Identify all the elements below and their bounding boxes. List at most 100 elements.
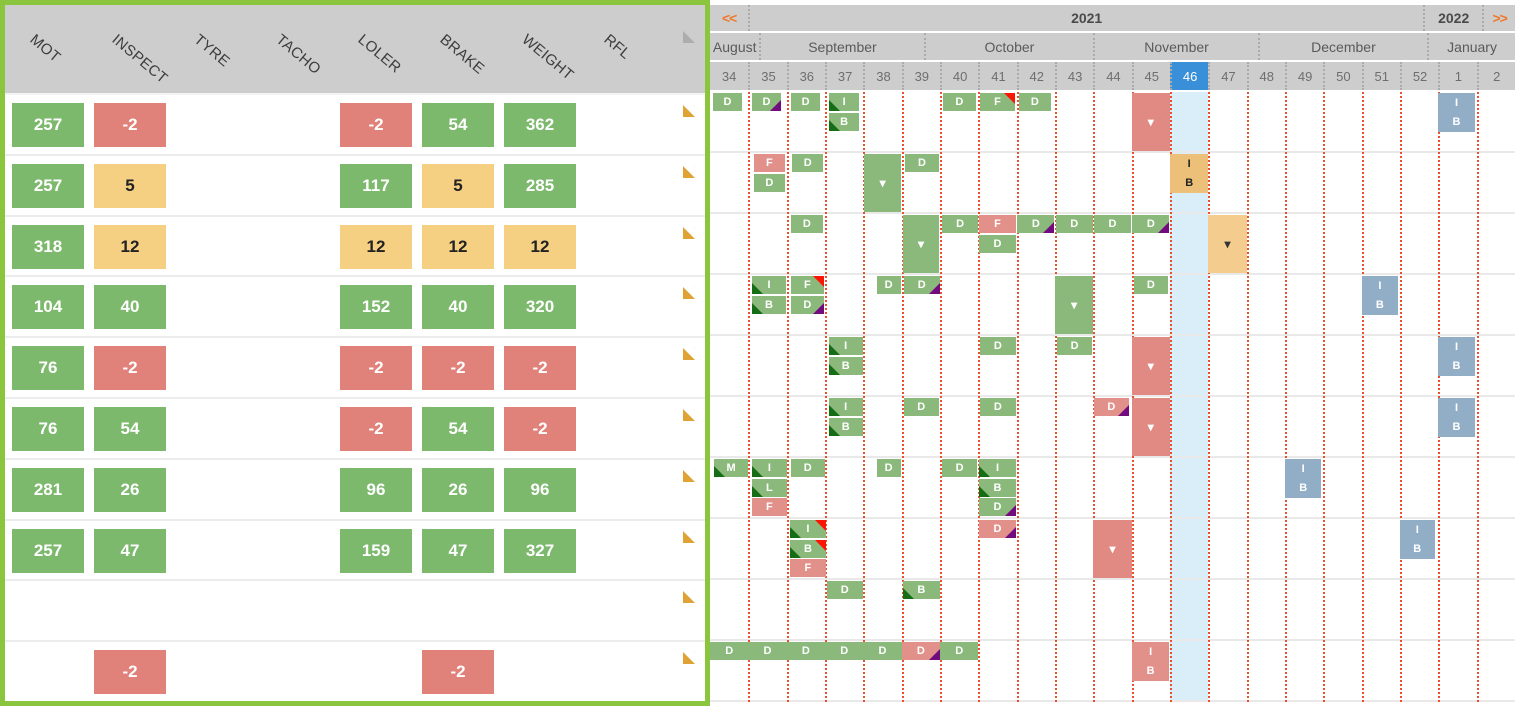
event-marker-d[interactable]: D [754, 173, 785, 192]
status-cell-inspect[interactable]: 26 [94, 467, 166, 512]
event-marker-i[interactable]: I [828, 93, 860, 111]
status-cell-loler[interactable]: -2 [340, 103, 412, 147]
event-marker-b[interactable]: B [903, 581, 940, 599]
week-header-40[interactable]: 40 [939, 62, 978, 90]
event-marker-i[interactable]: I [752, 459, 787, 477]
status-cell-weight[interactable]: -2 [504, 406, 576, 451]
week-header-38[interactable]: 38 [863, 62, 901, 90]
week-header-51[interactable]: 51 [1361, 62, 1400, 90]
nav-next-button[interactable]: >> [1482, 5, 1515, 31]
week-header-45[interactable]: 45 [1131, 62, 1170, 90]
status-cell-mot[interactable]: 318 [12, 224, 84, 269]
event-marker-f[interactable]: F [790, 276, 825, 294]
week-header-48[interactable]: 48 [1246, 62, 1285, 90]
schedule-dropdown-marker[interactable]: ▾ [1131, 93, 1170, 151]
event-marker-d[interactable]: D [980, 398, 1016, 416]
event-marker-f[interactable]: F [979, 215, 1016, 233]
event-marker-d[interactable]: D [863, 642, 902, 660]
status-cell-loler[interactable]: 96 [340, 467, 412, 512]
event-marker-d[interactable]: D [1056, 337, 1093, 355]
week-header-41[interactable]: 41 [978, 62, 1016, 90]
status-cell-brake[interactable]: 26 [422, 467, 494, 512]
week-header-1[interactable]: 1 [1438, 62, 1476, 90]
status-cell-inspect[interactable]: -2 [94, 346, 166, 391]
event-marker-d[interactable]: D [979, 234, 1016, 253]
status-cell-loler[interactable]: 159 [340, 528, 412, 573]
schedule-dropdown-marker[interactable]: ▾ [902, 215, 940, 273]
week-header-49[interactable]: 49 [1284, 62, 1323, 90]
event-marker-m[interactable]: M [713, 459, 749, 477]
event-marker-i[interactable]: I [828, 398, 863, 416]
event-marker-d[interactable]: D [876, 276, 901, 294]
week-header-35[interactable]: 35 [748, 62, 786, 90]
status-cell-weight[interactable]: 327 [504, 528, 576, 573]
event-marker-d[interactable]: D [979, 498, 1016, 516]
status-cell-loler[interactable]: 152 [340, 285, 412, 330]
status-cell-mot[interactable]: 76 [12, 406, 84, 451]
week-header-34[interactable]: 34 [721, 68, 737, 84]
event-marker-d[interactable]: D [904, 154, 940, 172]
status-cell-brake[interactable]: 40 [422, 285, 494, 330]
event-marker-d[interactable]: D [713, 93, 742, 111]
status-cell-inspect[interactable]: -2 [94, 650, 166, 695]
event-marker-d[interactable]: D [748, 642, 787, 660]
event-marker-d[interactable]: D [941, 459, 978, 477]
event-marker-d[interactable]: D [1094, 398, 1129, 416]
status-cell-loler[interactable]: -2 [340, 406, 412, 451]
event-marker-f[interactable]: F [980, 93, 1015, 111]
event-marker-d[interactable]: D [1017, 215, 1055, 233]
status-cell-brake[interactable]: 12 [422, 224, 494, 269]
status-cell-mot[interactable]: 257 [12, 528, 84, 573]
event-marker-b[interactable]: B [828, 417, 863, 436]
status-cell-brake[interactable]: 54 [422, 103, 494, 147]
event-marker-d[interactable]: D [1018, 93, 1052, 111]
status-cell-inspect[interactable]: 5 [94, 163, 166, 208]
week-header-44[interactable]: 44 [1093, 62, 1131, 90]
event-marker-b[interactable]: B [828, 112, 860, 131]
status-cell-weight[interactable]: 12 [504, 224, 576, 269]
status-cell-mot[interactable]: 104 [12, 285, 84, 330]
event-marker-d[interactable]: D [940, 642, 979, 660]
event-marker-d[interactable]: D [876, 459, 901, 477]
status-cell-inspect[interactable]: -2 [94, 103, 166, 147]
status-cell-inspect[interactable]: 40 [94, 285, 166, 330]
event-marker-d[interactable]: D [790, 295, 825, 314]
week-header-52[interactable]: 52 [1399, 62, 1438, 90]
status-cell-brake[interactable]: 47 [422, 528, 494, 573]
status-cell-loler[interactable]: -2 [340, 346, 412, 391]
event-marker-d[interactable]: D [710, 642, 749, 660]
schedule-dropdown-marker[interactable]: ▾ [1131, 398, 1170, 456]
week-header-43[interactable]: 43 [1054, 62, 1093, 90]
status-cell-inspect[interactable]: 12 [94, 224, 166, 269]
status-cell-weight[interactable]: 320 [504, 285, 576, 330]
schedule-dropdown-marker[interactable]: ▾ [1055, 276, 1094, 334]
schedule-dropdown-marker[interactable]: ▾ [1093, 520, 1132, 578]
event-marker-d[interactable]: D [790, 215, 824, 233]
status-cell-inspect[interactable]: 54 [94, 406, 166, 451]
event-marker-b[interactable]: B [828, 356, 863, 375]
week-header-39[interactable]: 39 [901, 62, 940, 90]
event-marker-d[interactable]: D [826, 581, 863, 599]
event-marker-d[interactable]: D [825, 642, 864, 660]
event-marker-d[interactable]: D [786, 642, 825, 660]
status-cell-inspect[interactable]: 47 [94, 528, 166, 573]
event-marker-l[interactable]: L [752, 478, 787, 497]
event-marker-f[interactable]: F [754, 154, 785, 172]
event-marker-d[interactable]: D [790, 459, 825, 477]
status-cell-brake[interactable]: -2 [422, 346, 494, 391]
status-cell-brake[interactable]: -2 [422, 650, 494, 695]
status-cell-brake[interactable]: 54 [422, 406, 494, 451]
event-marker-b[interactable]: B [979, 478, 1016, 497]
event-marker-d[interactable]: D [1132, 215, 1170, 233]
event-marker-d[interactable]: D [903, 398, 939, 416]
status-cell-weight[interactable]: 96 [504, 467, 576, 512]
nav-prev-button[interactable]: << [721, 10, 737, 26]
event-marker-d[interactable]: D [943, 93, 976, 111]
